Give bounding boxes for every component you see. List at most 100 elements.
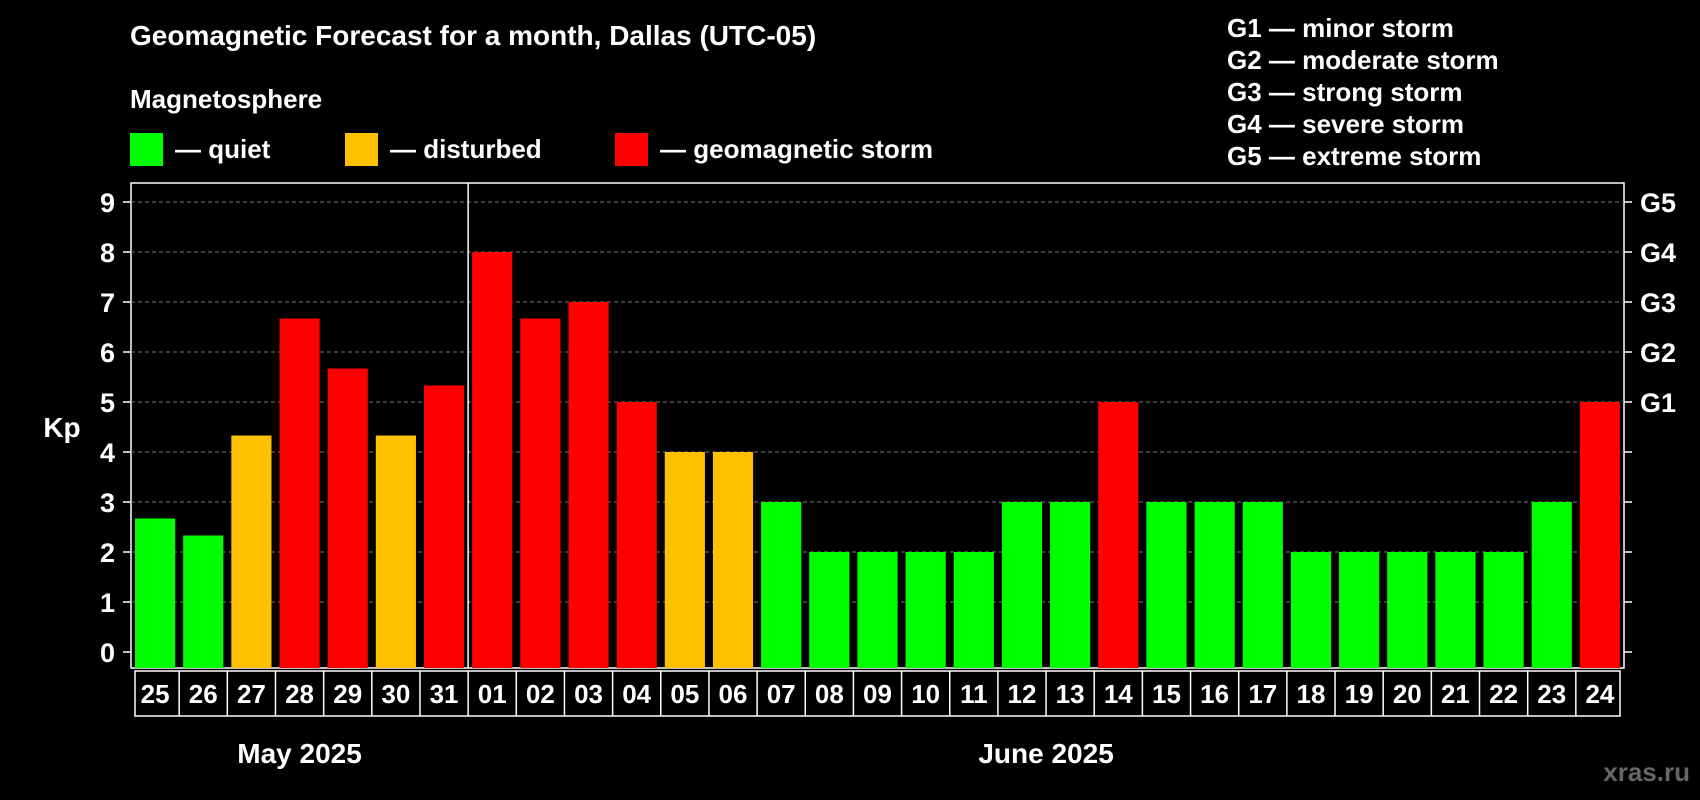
kp-bar — [1194, 502, 1235, 668]
date-tick-label: 16 — [1200, 679, 1229, 709]
kp-bar — [712, 452, 754, 668]
kp-bar — [857, 552, 898, 668]
kp-bar — [664, 452, 705, 668]
kp-bar — [423, 385, 465, 668]
date-tick-label: 14 — [1104, 679, 1133, 709]
date-tick-label: 03 — [574, 679, 603, 709]
date-tick-label: 28 — [285, 679, 314, 709]
g-tick-label: G2 — [1640, 338, 1676, 368]
legend-storm: — geomagnetic storm — [615, 132, 933, 166]
kp-bar — [1050, 502, 1091, 668]
date-tick-label: 22 — [1489, 679, 1518, 709]
g-scale-g5: G5 — extreme storm — [1227, 141, 1482, 171]
kp-bar — [375, 435, 416, 668]
kp-bar — [279, 318, 320, 668]
watermark: xras.ru — [1603, 757, 1690, 787]
y-tick-label: 4 — [100, 438, 115, 468]
date-tick-label: 04 — [622, 679, 651, 709]
date-tick-label: 20 — [1393, 679, 1422, 709]
y-tick-label: 7 — [100, 288, 115, 318]
legend-heading: Magnetosphere — [130, 84, 323, 114]
kp-bar — [761, 502, 802, 668]
date-tick-label: 12 — [1008, 679, 1037, 709]
kp-bar — [953, 552, 994, 668]
y-tick-label: 6 — [100, 338, 115, 368]
chart-title: Geomagnetic Forecast for a month, Dallas… — [130, 20, 817, 51]
date-tick-label: 08 — [815, 679, 844, 709]
date-axis-frame — [134, 670, 1621, 717]
date-tick-label: 24 — [1585, 679, 1614, 709]
date-tick-label: 05 — [670, 679, 699, 709]
kp-bar — [616, 402, 657, 668]
g-scale-g3: G3 — strong storm — [1227, 77, 1463, 107]
date-tick-label: 13 — [1056, 679, 1085, 709]
kp-bar — [135, 518, 176, 668]
date-tick-label: 31 — [430, 679, 459, 709]
kp-bar — [472, 252, 513, 668]
kp-bar — [1531, 502, 1572, 668]
date-tick-label: 25 — [141, 679, 170, 709]
kp-bar — [183, 535, 224, 668]
date-tick-label: 18 — [1296, 679, 1325, 709]
y-tick-label: 9 — [100, 188, 115, 218]
legend-storm-label: — geomagnetic storm — [660, 133, 934, 164]
g-scale-legend: G1 — minor storm G2 — moderate storm G3 … — [1227, 12, 1499, 172]
y-axis-label: Kp — [43, 412, 80, 443]
date-tick-label: 30 — [381, 679, 410, 709]
kp-bar — [1339, 552, 1380, 668]
kp-bar — [809, 552, 850, 668]
legend-disturbed: — disturbed — [345, 132, 542, 166]
date-tick-label: 23 — [1537, 679, 1566, 709]
date-tick-label: 15 — [1152, 679, 1181, 709]
g-tick-label: G3 — [1640, 288, 1676, 318]
date-tick-label: 26 — [189, 679, 218, 709]
kp-bar — [568, 302, 609, 668]
kp-bar — [905, 552, 946, 668]
g-scale-g1: G1 — minor storm — [1227, 13, 1454, 43]
kp-bar — [1579, 402, 1620, 668]
date-tick-label: 21 — [1441, 679, 1470, 709]
g-scale-g2: G2 — moderate storm — [1227, 45, 1499, 75]
legend-storm-swatch — [615, 132, 648, 166]
date-tick-label: 17 — [1248, 679, 1277, 709]
kp-bar — [231, 435, 272, 668]
kp-bar — [1001, 502, 1043, 668]
kp-bar — [327, 368, 368, 668]
date-tick-label: 19 — [1345, 679, 1374, 709]
legend-quiet-label: — quiet — [175, 133, 271, 164]
date-tick-label: 11 — [960, 679, 988, 709]
legend-disturbed-label: — disturbed — [390, 133, 542, 164]
y-tick-label: 8 — [100, 238, 115, 268]
date-tick-label: 07 — [767, 679, 796, 709]
date-tick-label: 27 — [237, 679, 266, 709]
kp-bar — [1098, 402, 1139, 668]
g-scale-g4: G4 — severe storm — [1227, 109, 1465, 139]
date-tick-label: 29 — [333, 679, 362, 709]
kp-bar — [520, 318, 561, 668]
date-tick-label: 01 — [478, 679, 507, 709]
kp-bar — [1146, 502, 1187, 668]
kp-bar — [1435, 552, 1476, 668]
legend-quiet-swatch — [130, 132, 163, 166]
month-label: May 2025 — [237, 738, 362, 769]
g-tick-label: G4 — [1640, 238, 1676, 268]
y-tick-label: 1 — [100, 588, 115, 618]
month-label: June 2025 — [978, 738, 1113, 769]
date-tick-label: 06 — [719, 679, 748, 709]
date-tick-label: 09 — [863, 679, 892, 709]
y-tick-label: 0 — [100, 638, 115, 668]
legend-disturbed-swatch — [345, 132, 378, 166]
date-tick-label: 10 — [911, 679, 940, 709]
kp-bar — [1387, 552, 1428, 668]
kp-bar — [1242, 502, 1283, 668]
kp-bar — [1483, 552, 1524, 668]
y-tick-label: 3 — [100, 488, 115, 518]
kp-bar — [1290, 552, 1332, 668]
g-tick-label: G1 — [1640, 388, 1676, 418]
date-tick-label: 02 — [526, 679, 555, 709]
legend-quiet: — quiet — [130, 132, 270, 166]
y-tick-label: 2 — [100, 538, 115, 568]
y-tick-label: 5 — [100, 388, 115, 418]
g-tick-label: G5 — [1640, 188, 1676, 218]
